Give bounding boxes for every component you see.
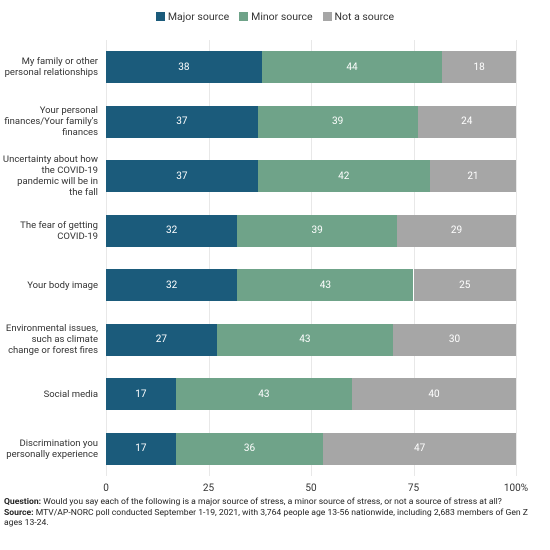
- bar: 30: [393, 323, 516, 356]
- category-label: Environmental issues, such as climate ch…: [5, 323, 98, 357]
- x-tick-label: 0: [103, 483, 109, 494]
- bar: 39: [237, 214, 398, 247]
- value-label: 44: [346, 61, 358, 73]
- bar: 24: [417, 105, 516, 138]
- bar: 38: [106, 51, 262, 84]
- legend-label: Minor source: [251, 10, 313, 23]
- value-label: 38: [178, 61, 190, 73]
- bar: 39: [257, 105, 418, 138]
- legend-swatch: [155, 12, 165, 21]
- category-label: Uncertainty about how the COVID-19 pande…: [2, 154, 98, 199]
- bar: 43: [216, 323, 393, 356]
- value-label: 27: [155, 334, 167, 346]
- legend-label: Major source: [167, 10, 230, 23]
- grid-line: [516, 40, 517, 476]
- value-label: 39: [311, 225, 323, 237]
- value-label: 24: [461, 116, 473, 128]
- value-label: 29: [450, 225, 463, 237]
- legend-item: Major source: [155, 10, 230, 23]
- note-label: Source:: [4, 507, 34, 518]
- bar: 36: [175, 432, 324, 465]
- value-label: 37: [176, 170, 188, 182]
- bar: 21: [429, 160, 516, 193]
- bar: 18: [442, 51, 516, 84]
- bar: 43: [175, 378, 352, 411]
- value-label: 32: [165, 279, 178, 291]
- category-label: Discrimination you personally experience: [6, 437, 98, 460]
- value-label: 47: [414, 443, 426, 455]
- value-label: 21: [467, 170, 479, 182]
- bar: 17: [106, 378, 176, 411]
- value-label: 30: [448, 334, 461, 346]
- category-label: My family or other personal relationship…: [4, 56, 98, 79]
- bar: 32: [106, 214, 238, 247]
- value-label: 43: [319, 279, 331, 291]
- legend-swatch: [322, 12, 332, 21]
- value-label: 39: [332, 116, 344, 128]
- x-tick-label: 25: [202, 483, 215, 494]
- note-label: Question:: [4, 497, 42, 507]
- value-label: 32: [165, 225, 178, 237]
- value-label: 37: [176, 116, 188, 128]
- category-label: The fear of getting COVID-19: [20, 219, 98, 242]
- note-text: MTV/AP-NORC poll conducted September 1-1…: [4, 507, 528, 529]
- notes: Question: Would you say each of the foll…: [4, 497, 544, 529]
- legend-swatch: [239, 12, 249, 21]
- bar: 32: [106, 269, 238, 302]
- category-label: Your personal finances/Your family's fin…: [4, 105, 98, 139]
- legend-item: Not a source: [322, 10, 395, 23]
- grid-line: [413, 40, 415, 476]
- value-label: 17: [135, 443, 147, 455]
- bar: 44: [261, 51, 443, 84]
- bar: 17: [106, 432, 176, 465]
- value-label: 43: [258, 388, 270, 400]
- grid-line: [208, 40, 210, 476]
- legend-item: Minor source: [239, 10, 313, 23]
- value-label: 42: [338, 170, 350, 182]
- legend-label: Not a source: [334, 10, 395, 23]
- grid-line: [106, 40, 107, 476]
- x-tick-label: 50: [305, 483, 317, 494]
- bar: 40: [352, 378, 516, 411]
- x-tick-label: 100%: [503, 483, 529, 494]
- value-label: 17: [135, 388, 147, 400]
- bar: 37: [106, 105, 258, 138]
- note: Question: Would you say each of the foll…: [4, 497, 544, 508]
- value-label: 40: [428, 388, 440, 400]
- value-label: 25: [459, 279, 471, 291]
- grid-line: [311, 40, 312, 476]
- bar: 25: [413, 269, 516, 302]
- note-text: Would you say each of the following is a…: [43, 497, 502, 507]
- category-label: Your body image: [27, 279, 98, 291]
- bar: 29: [397, 214, 516, 247]
- bar: 47: [323, 432, 516, 465]
- bar: 43: [237, 269, 414, 302]
- x-tick-label: 75: [407, 483, 420, 494]
- legend: Major source Minor source Not a source: [0, 10, 550, 23]
- note: Source: MTV/AP-NORC poll conducted Septe…: [4, 508, 544, 529]
- value-label: 36: [243, 443, 256, 455]
- value-label: 43: [299, 334, 311, 346]
- bar: 27: [106, 323, 217, 356]
- category-label: Social media: [43, 388, 98, 400]
- value-label: 18: [473, 61, 485, 73]
- bar: 37: [106, 160, 258, 193]
- bar: 42: [257, 160, 430, 193]
